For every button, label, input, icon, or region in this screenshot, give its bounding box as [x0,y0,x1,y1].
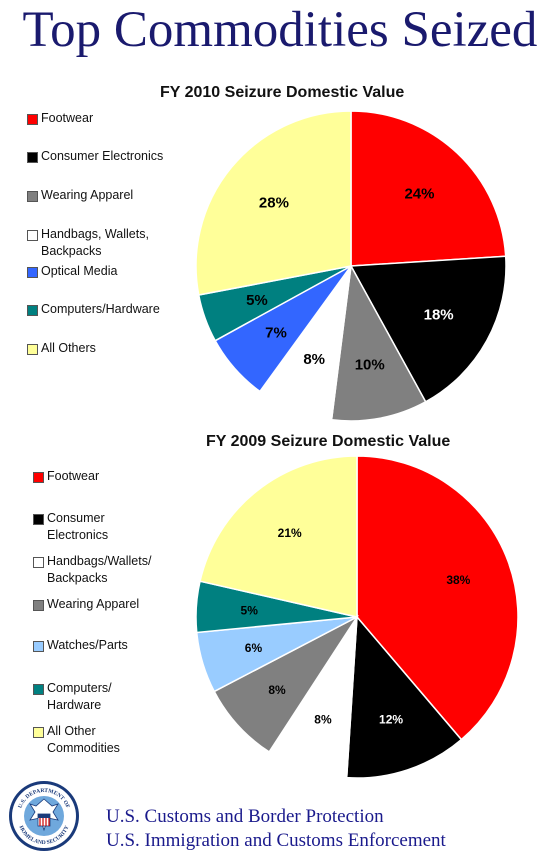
legend-label: Wearing Apparel [41,188,134,202]
pie-slice [199,455,358,618]
footer-ice: U.S. Immigration and Customs Enforcement [106,830,446,851]
pie-slice [356,455,519,741]
pie-data-label: 12% [379,713,403,727]
legend-item: Handbags/Wallets/ Backpacks [33,553,173,587]
legend-swatch [33,600,44,611]
pie-data-label: 5% [241,603,259,617]
legend-swatch [33,514,44,525]
legend-swatch [27,230,38,241]
footer-cbp: U.S. Customs and Border Protection [106,806,384,827]
legend-swatch [33,641,44,652]
legend-item: Footwear [33,468,193,485]
pie-data-label: 38% [446,573,470,587]
pie-slice [350,110,507,267]
legend-label: All Other Commodities [47,724,120,755]
legend-swatch [27,305,38,316]
legend-label: Computers/Hardware [41,302,160,316]
legend-label: Footwear [41,111,94,125]
legend-label: Computers/ Hardware [47,681,112,712]
pie-data-label: 8% [314,713,332,727]
pie-slice [195,110,352,296]
pie-data-label: 28% [259,195,289,212]
legend-item: Computers/Hardware [27,301,187,318]
legend-item: Optical Media [27,263,187,280]
chart-title-fy2009: FY 2009 Seizure Domestic Value [206,433,451,450]
pie-data-label: 10% [355,356,385,373]
pie-slice [345,615,463,779]
chart-title-fy2010: FY 2010 Seizure Domestic Value [160,84,405,101]
legend-item: Wearing Apparel [27,187,187,204]
legend-item: Wearing Apparel [33,596,193,613]
pie-slice [330,263,427,422]
legend-item: Handbags, Wallets, Backpacks [27,226,167,260]
legend-swatch [27,344,38,355]
pie-data-label: 8% [268,683,286,697]
legend-label: Consumer Electronics [47,511,109,542]
legend-item: Footwear [27,110,187,127]
legend-label: Handbags, Wallets, Backpacks [41,227,149,258]
legend-label: Optical Media [41,264,118,278]
pie-data-label: 6% [245,641,263,655]
legend-label: Handbags/Wallets/ Backpacks [47,554,152,585]
pie-data-label: 24% [404,185,434,202]
legend-item: Consumer Electronics [33,510,128,544]
legend-label: Consumer Electronics [41,149,164,163]
legend-item: Computers/ Hardware [33,680,133,714]
pie-data-label: 5% [246,292,268,309]
page-title: Top Commodities Seized [22,2,538,58]
pie-slice [349,255,507,403]
legend-item: Watches/Parts [33,637,193,654]
legend-label: Footwear [47,469,100,483]
legends: Footwear Consumer Electronics Wearing Ap… [0,0,200,859]
legend-label: All Others [41,341,96,355]
dhs-seal-logo: U.S. DEPARTMENT OF HOMELAND SECURITY [9,781,79,851]
legend-item: All Others [27,340,187,357]
legend-swatch [33,472,44,483]
legend-swatch [33,557,44,568]
legend-item: All Other Commodities [33,723,143,757]
legend-swatch [27,152,38,163]
legend-swatch [33,727,44,738]
pie-data-label: 7% [265,324,287,341]
legend-item: Consumer Electronics [27,148,187,165]
legend-label: Watches/Parts [47,638,128,652]
pie-data-label: 18% [424,306,454,323]
legend-label: Wearing Apparel [47,597,140,611]
legend-swatch [33,684,44,695]
pie-data-label: 8% [303,351,325,368]
pie-data-label: 21% [278,526,302,540]
legend-swatch [27,191,38,202]
legend-swatch [27,114,38,125]
legend-swatch [27,267,38,278]
